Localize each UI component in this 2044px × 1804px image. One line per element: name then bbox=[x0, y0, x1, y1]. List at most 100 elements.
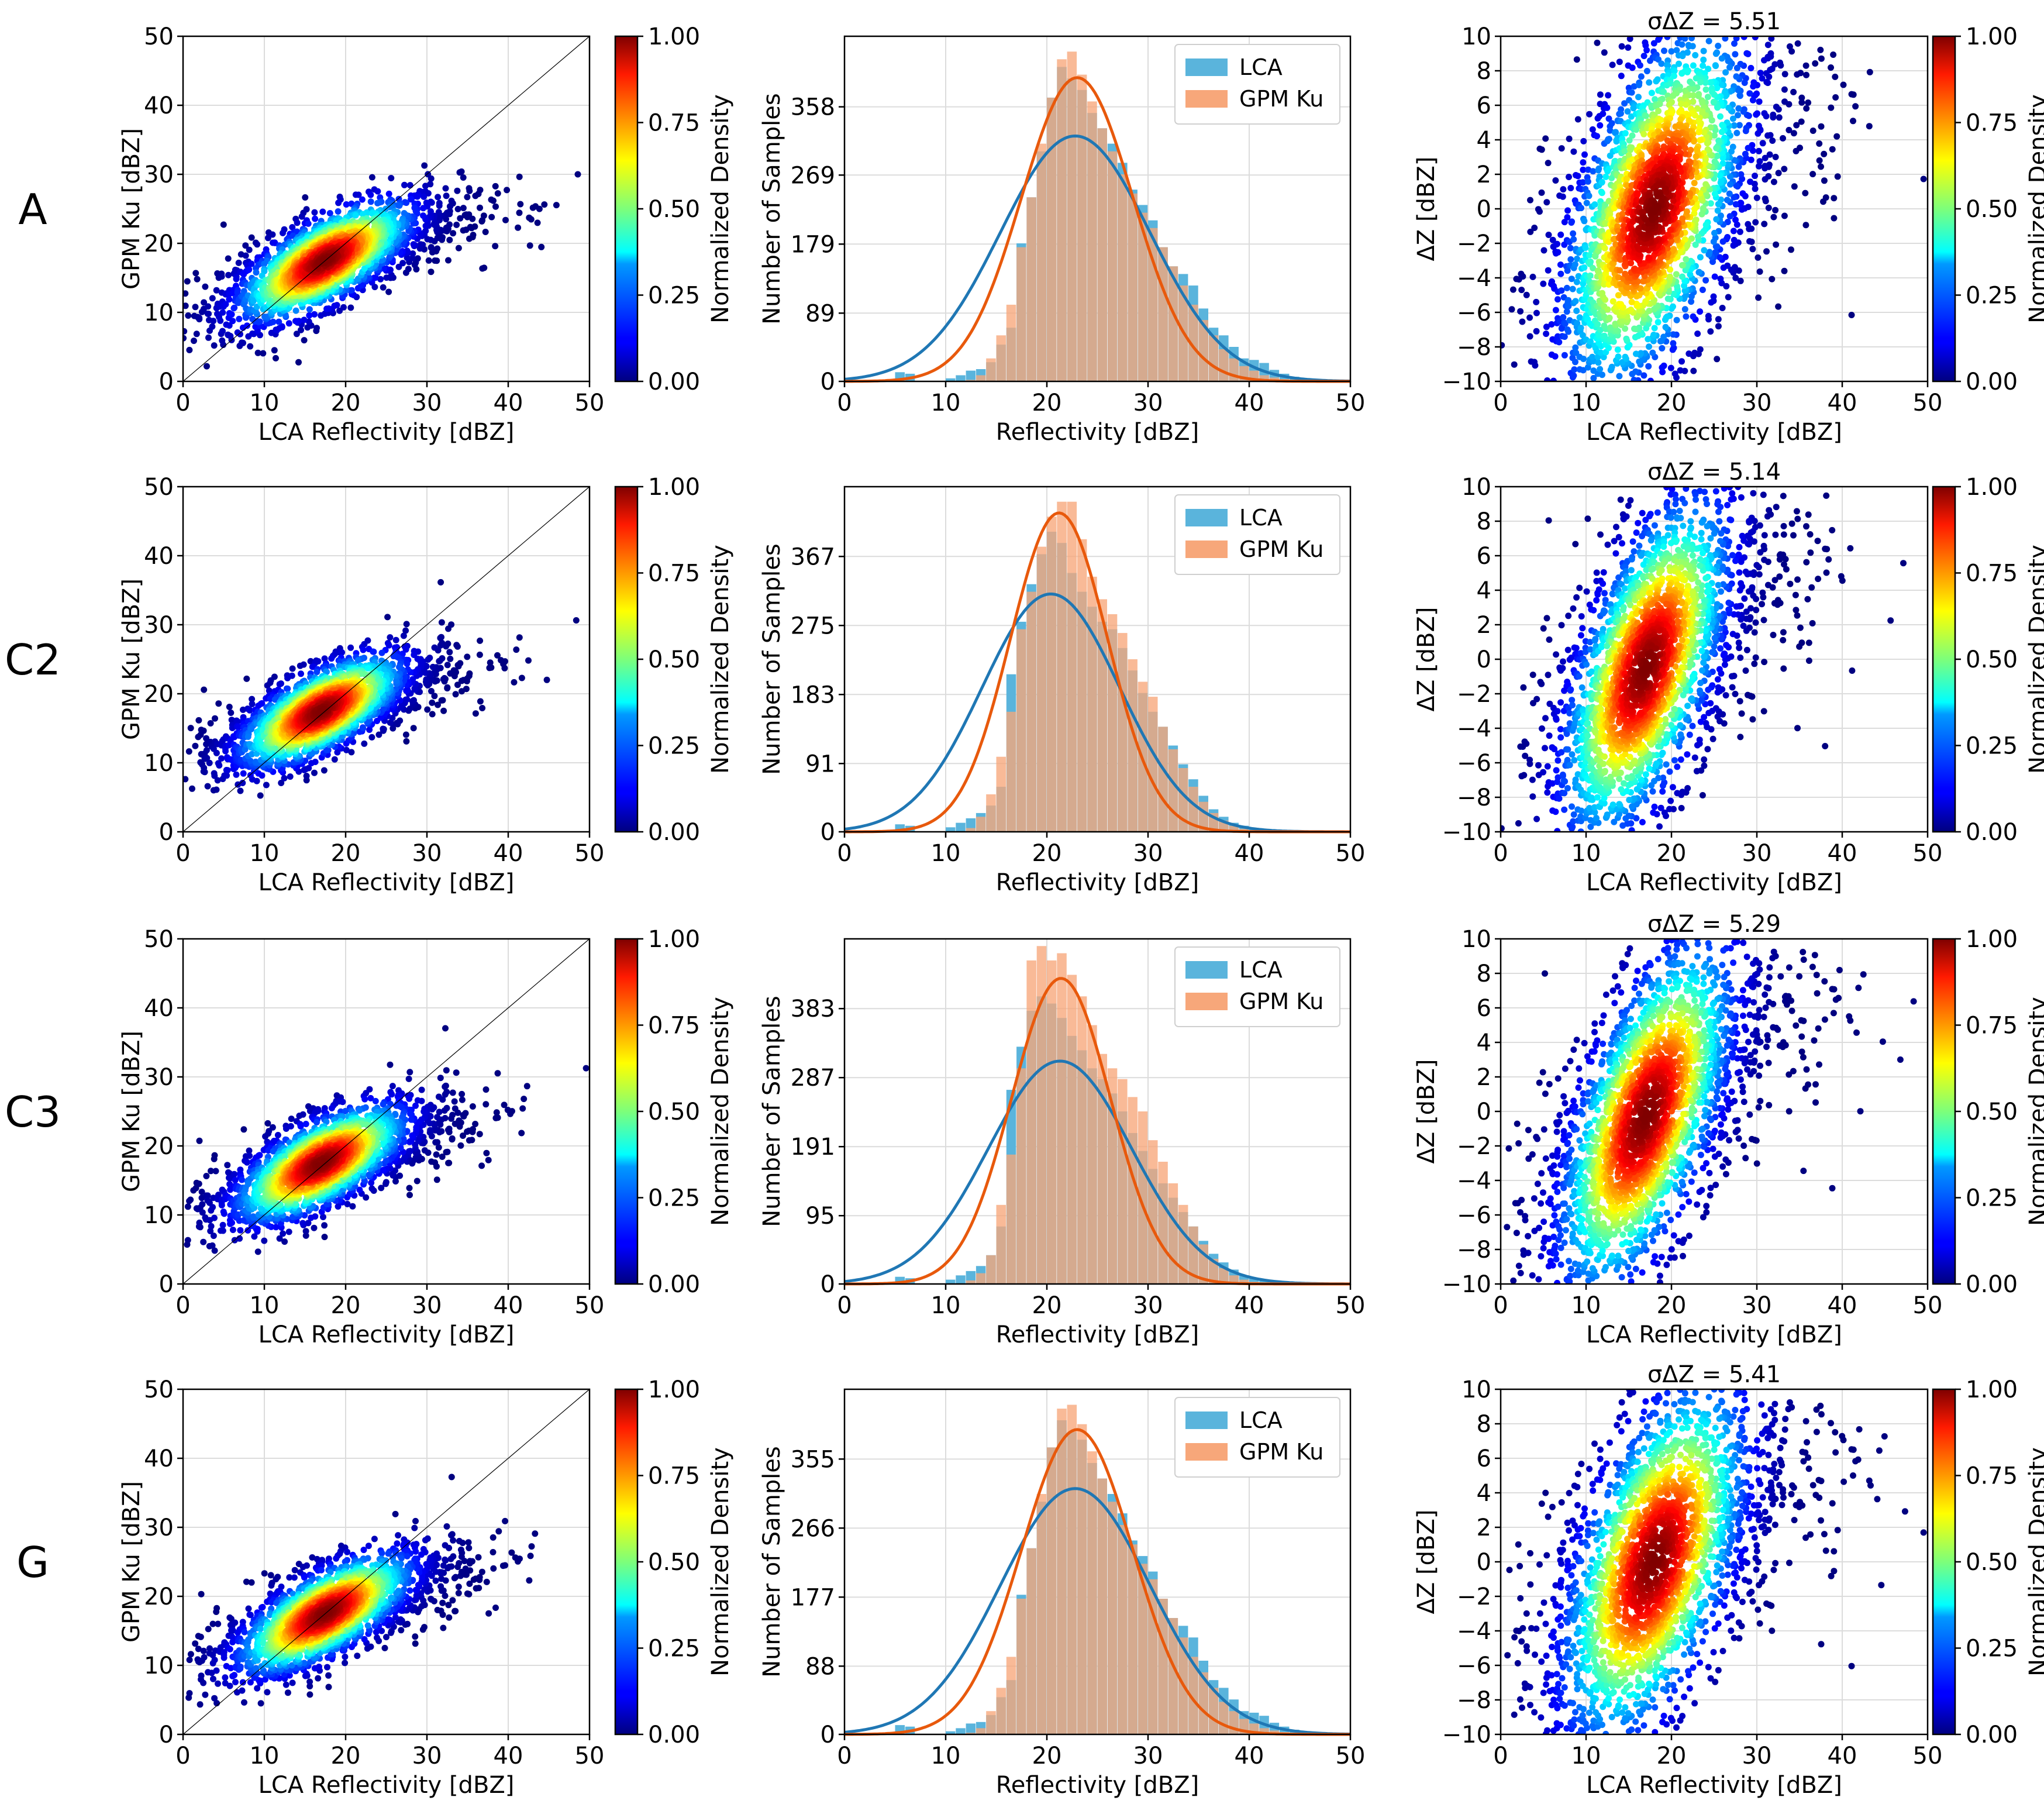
density-point bbox=[1747, 64, 1755, 71]
density-point bbox=[1636, 81, 1642, 88]
density-point bbox=[1803, 71, 1809, 78]
density-point bbox=[460, 227, 467, 234]
density-point bbox=[298, 326, 304, 333]
density-point bbox=[1781, 98, 1788, 105]
density-point bbox=[472, 710, 479, 717]
density-point bbox=[1570, 236, 1577, 243]
density-point bbox=[1602, 220, 1609, 227]
density-point bbox=[1625, 152, 1632, 159]
gpm-bar bbox=[1128, 193, 1138, 381]
density-point bbox=[1545, 267, 1552, 274]
density-point bbox=[228, 710, 235, 716]
density-point bbox=[311, 209, 318, 216]
density-point bbox=[1670, 92, 1677, 99]
density-point bbox=[1833, 133, 1840, 140]
density-point bbox=[1646, 343, 1652, 350]
density-point bbox=[447, 670, 454, 677]
density-point bbox=[1571, 261, 1578, 268]
density-point bbox=[1602, 296, 1609, 303]
density-point bbox=[1726, 64, 1733, 71]
density-point bbox=[1652, 96, 1659, 103]
density-point bbox=[1700, 205, 1707, 212]
density-point bbox=[1561, 219, 1568, 226]
density-point bbox=[1612, 321, 1619, 328]
density-point bbox=[213, 287, 220, 294]
density-point bbox=[428, 244, 435, 251]
density-point bbox=[1766, 151, 1773, 158]
density-point bbox=[1508, 306, 1515, 313]
gpm-bar bbox=[1208, 335, 1219, 381]
density-point bbox=[1679, 273, 1685, 280]
density-point bbox=[359, 211, 366, 218]
density-point bbox=[1543, 199, 1550, 206]
legend-swatch-gpm bbox=[1185, 90, 1228, 108]
density-point bbox=[246, 246, 253, 253]
density-point bbox=[1574, 256, 1580, 262]
density-point bbox=[1601, 245, 1608, 252]
density-point bbox=[1653, 78, 1660, 85]
density-point bbox=[320, 767, 328, 774]
density-point bbox=[1802, 222, 1809, 229]
density-point bbox=[453, 642, 460, 649]
gpm-bar bbox=[986, 358, 996, 381]
density-point bbox=[1536, 208, 1543, 215]
density-point bbox=[273, 354, 279, 362]
density-point bbox=[183, 328, 188, 335]
density-point bbox=[1660, 88, 1667, 95]
one-to-one-line bbox=[182, 36, 590, 382]
density-point bbox=[1832, 94, 1839, 101]
density-point bbox=[1713, 216, 1720, 223]
density-point bbox=[1567, 185, 1574, 191]
density-point bbox=[1688, 298, 1695, 305]
x-tick-label: 0 bbox=[1493, 390, 1508, 416]
density-point bbox=[1656, 101, 1663, 108]
density-point bbox=[1518, 287, 1525, 294]
density-point bbox=[1667, 364, 1674, 371]
density-point bbox=[1646, 79, 1653, 86]
density-point bbox=[457, 215, 464, 222]
density-point bbox=[1781, 86, 1788, 93]
density-point bbox=[222, 301, 229, 308]
density-point bbox=[1762, 154, 1769, 161]
density-point bbox=[1741, 80, 1748, 86]
density-point bbox=[1809, 171, 1816, 178]
density-point bbox=[192, 270, 199, 277]
density-point bbox=[454, 662, 461, 669]
density-point bbox=[1699, 287, 1706, 293]
density-point bbox=[1635, 94, 1642, 101]
density-point bbox=[1717, 276, 1724, 283]
density-point bbox=[405, 266, 412, 273]
density-point bbox=[1563, 284, 1570, 291]
density-point bbox=[187, 725, 194, 732]
density-point bbox=[1725, 294, 1732, 301]
density-point bbox=[1626, 137, 1633, 144]
density-point bbox=[444, 662, 451, 669]
density-point bbox=[543, 676, 550, 683]
density-point bbox=[436, 657, 443, 665]
density-point bbox=[1763, 248, 1770, 255]
density-point bbox=[1633, 126, 1640, 133]
density-point bbox=[1612, 129, 1619, 136]
density-point bbox=[1711, 132, 1718, 139]
density-point bbox=[248, 260, 255, 267]
density-point bbox=[492, 183, 499, 190]
density-point bbox=[1608, 120, 1615, 127]
density-point bbox=[226, 296, 233, 303]
density-point bbox=[278, 323, 285, 330]
density-point bbox=[201, 769, 208, 776]
density-point bbox=[1756, 98, 1763, 105]
density-point bbox=[1750, 83, 1757, 90]
density-point bbox=[1656, 122, 1663, 129]
density-point bbox=[1617, 110, 1624, 117]
density-point bbox=[275, 318, 282, 325]
density-point bbox=[1629, 132, 1636, 139]
density-point bbox=[1618, 43, 1625, 50]
density-point bbox=[1554, 240, 1560, 247]
density-point bbox=[1817, 46, 1824, 53]
density-point bbox=[1707, 328, 1714, 335]
density-point bbox=[280, 229, 286, 236]
density-point bbox=[1584, 364, 1591, 371]
density-point bbox=[502, 216, 509, 223]
density-point bbox=[233, 276, 240, 283]
density-point bbox=[1672, 123, 1679, 130]
